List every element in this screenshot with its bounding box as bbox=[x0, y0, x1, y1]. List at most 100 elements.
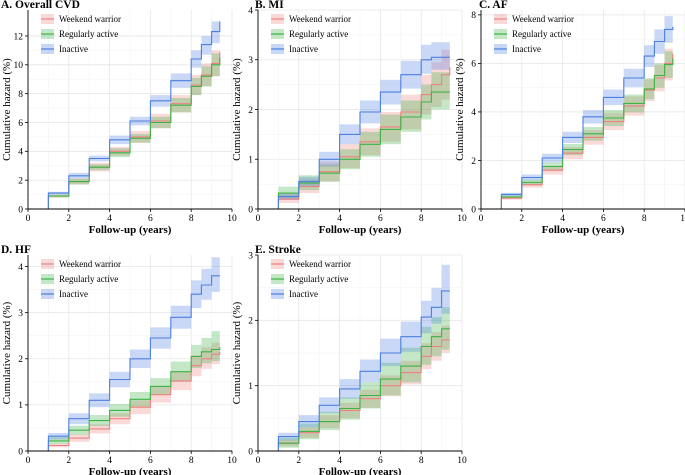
ci-band-regularly_active bbox=[258, 72, 450, 209]
ci-band-inactive bbox=[258, 42, 450, 209]
x-tick-label: 6 bbox=[378, 214, 383, 224]
ci-band-regularly_active bbox=[258, 307, 450, 451]
y-tick-label: 4 bbox=[248, 6, 253, 16]
y-axis-label: Cumulative hazard (%) bbox=[231, 58, 243, 161]
x-tick-label: 0 bbox=[26, 456, 31, 466]
legend-label: Weekend warrior bbox=[289, 14, 351, 24]
panel-title: A. Overall CVD bbox=[1, 0, 80, 11]
y-tick-label: 10 bbox=[14, 61, 24, 71]
y-tick-label: 0 bbox=[471, 205, 476, 215]
x-tick-label: 4 bbox=[107, 456, 112, 466]
legend-label: Regularly active bbox=[59, 29, 118, 39]
y-tick-label: 2 bbox=[248, 317, 253, 327]
legend-label: Inactive bbox=[512, 44, 541, 54]
y-tick-label: 0 bbox=[248, 205, 253, 215]
legend: Weekend warrior Regularly active Inactive bbox=[41, 259, 121, 299]
x-tick-label: 0 bbox=[479, 214, 484, 224]
y-tick-label: 2 bbox=[18, 176, 23, 186]
y-tick-label: 0 bbox=[18, 205, 23, 215]
x-tick-label: 6 bbox=[148, 456, 153, 466]
x-tick-label: 4 bbox=[337, 214, 342, 224]
series-line-regularly_active bbox=[258, 328, 450, 452]
panel-title: D. HF bbox=[1, 244, 31, 256]
y-tick-label: 4 bbox=[18, 263, 23, 273]
x-tick-label: 4 bbox=[337, 456, 342, 466]
x-tick-label: 0 bbox=[26, 214, 31, 224]
x-tick-label: 6 bbox=[148, 214, 153, 224]
legend: Weekend warrior Regularly active Inactive bbox=[494, 14, 574, 54]
x-tick-label: 2 bbox=[296, 214, 301, 224]
series-line-inactive bbox=[258, 56, 450, 210]
legend: Weekend warrior Regularly active Inactive bbox=[41, 14, 121, 54]
x-tick-label: 8 bbox=[419, 456, 424, 466]
legend-label: Inactive bbox=[289, 289, 318, 299]
legend: Weekend warrior Regularly active Inactive bbox=[271, 14, 351, 54]
y-axis-label: Cumulative hazard (%) bbox=[231, 301, 243, 404]
x-axis-label: Follow-up (years) bbox=[89, 224, 172, 236]
x-axis-label: Follow-up (years) bbox=[89, 466, 172, 475]
y-tick-label: 2 bbox=[18, 355, 23, 365]
y-tick-label: 6 bbox=[18, 119, 23, 129]
legend-label: Inactive bbox=[59, 44, 88, 54]
x-tick-label: 10 bbox=[227, 456, 237, 466]
x-tick-label: 8 bbox=[642, 214, 647, 224]
legend-label: Weekend warrior bbox=[59, 14, 121, 24]
legend-label: Weekend warrior bbox=[512, 14, 574, 24]
x-axis-label: Follow-up (years) bbox=[319, 224, 402, 236]
x-tick-label: 10 bbox=[457, 456, 467, 466]
series-line-inactive bbox=[481, 27, 674, 210]
legend: Weekend warrior Regularly active Inactive bbox=[271, 259, 351, 299]
y-tick-label: 3 bbox=[248, 251, 253, 261]
x-tick-label: 2 bbox=[296, 456, 301, 466]
chart-panel-5: E. Stroke 0 2 4 6 8 10 0 1 2 3 Follow-up (years) Cum… bbox=[231, 244, 467, 475]
series-line-inactive bbox=[28, 21, 221, 210]
x-tick-label: 4 bbox=[107, 214, 112, 224]
chart-panel-3: C. AF 0 2 4 6 8 10 0 2 4 6 8 Follow-up (years) Cumula… bbox=[454, 0, 685, 236]
series-line-inactive bbox=[28, 275, 220, 452]
legend-label: Inactive bbox=[289, 44, 318, 54]
x-tick-label: 8 bbox=[419, 214, 424, 224]
y-axis-label: Cumulative hazard (%) bbox=[1, 301, 13, 404]
x-axis-label: Follow-up (years) bbox=[542, 224, 625, 236]
chart-panel-1: A. Overall CVD 0 2 4 6 8 10 0 2 4 6 8 10 12 Follow-up … bbox=[1, 0, 237, 236]
series-line-inactive bbox=[258, 290, 450, 452]
x-tick-label: 10 bbox=[227, 214, 237, 224]
x-tick-label: 8 bbox=[189, 214, 194, 224]
y-tick-label: 3 bbox=[18, 309, 23, 319]
y-tick-label: 0 bbox=[248, 447, 253, 457]
legend-label: Regularly active bbox=[59, 274, 118, 284]
y-tick-label: 1 bbox=[248, 382, 253, 392]
x-tick-label: 0 bbox=[256, 214, 261, 224]
y-tick-label: 2 bbox=[471, 157, 476, 167]
x-tick-label: 0 bbox=[256, 456, 261, 466]
x-tick-label: 10 bbox=[680, 214, 685, 224]
panel-title: B. MI bbox=[255, 0, 284, 11]
panel-title: E. Stroke bbox=[255, 244, 301, 256]
y-tick-label: 8 bbox=[18, 90, 23, 100]
legend-label: Regularly active bbox=[512, 29, 571, 39]
ci-band-weekend_warrior bbox=[258, 39, 450, 209]
x-tick-label: 4 bbox=[560, 214, 565, 224]
legend-label: Weekend warrior bbox=[59, 259, 121, 269]
y-tick-label: 12 bbox=[14, 32, 24, 42]
legend-label: Inactive bbox=[59, 289, 88, 299]
y-tick-label: 4 bbox=[471, 108, 476, 118]
x-tick-label: 2 bbox=[66, 456, 71, 466]
x-tick-label: 8 bbox=[189, 456, 194, 466]
legend-label: Regularly active bbox=[289, 29, 348, 39]
y-tick-label: 0 bbox=[18, 447, 23, 457]
y-tick-label: 8 bbox=[471, 11, 476, 21]
x-tick-label: 2 bbox=[66, 214, 71, 224]
panel-title: C. AF bbox=[479, 0, 508, 11]
x-tick-label: 6 bbox=[378, 456, 383, 466]
x-tick-label: 2 bbox=[519, 214, 524, 224]
x-axis-label: Follow-up (years) bbox=[319, 466, 402, 475]
legend-label: Weekend warrior bbox=[289, 259, 351, 269]
y-tick-label: 1 bbox=[18, 401, 23, 411]
y-tick-label: 1 bbox=[248, 156, 253, 166]
y-axis-label: Cumulative hazard (%) bbox=[1, 58, 13, 161]
y-tick-label: 4 bbox=[18, 148, 23, 158]
